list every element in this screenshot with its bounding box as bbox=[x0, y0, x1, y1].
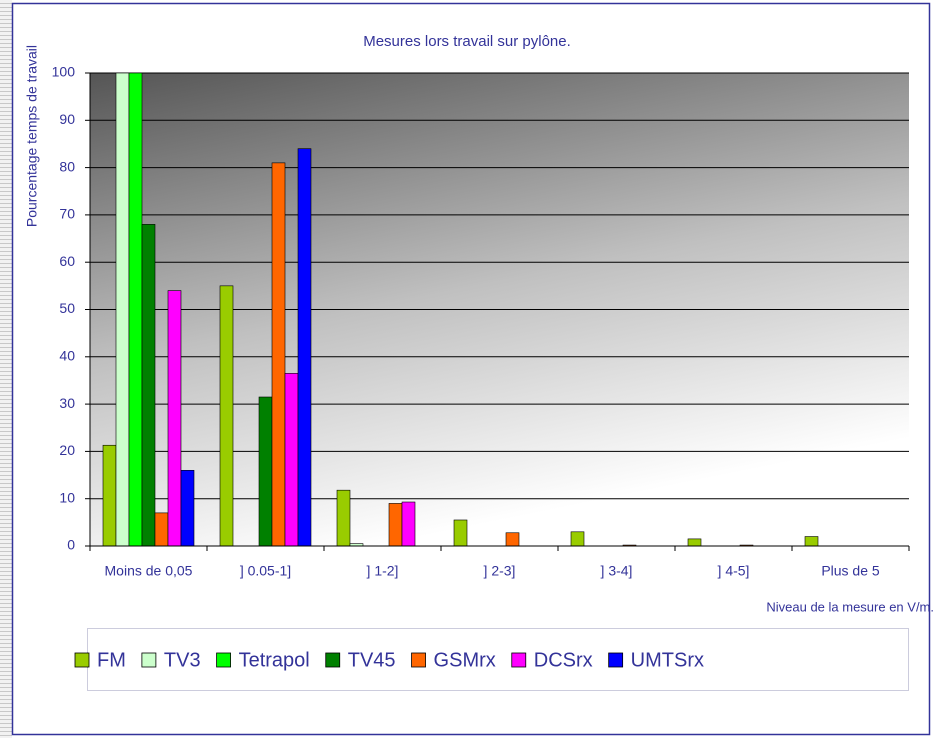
legend-label: TV45 bbox=[348, 649, 396, 671]
legend-swatch bbox=[141, 652, 157, 668]
chart-title: Mesures lors travail sur pylône. bbox=[363, 33, 571, 50]
bar bbox=[115, 72, 130, 547]
bar bbox=[167, 290, 182, 547]
y-axis-label: Pourcentage temps de travail bbox=[24, 45, 40, 227]
bar bbox=[570, 531, 585, 547]
bar bbox=[128, 72, 143, 547]
legend-swatch bbox=[608, 652, 624, 668]
legend-swatch bbox=[325, 652, 341, 668]
edge-strip bbox=[0, 0, 12, 738]
y-tick-label: 10 bbox=[59, 489, 75, 505]
x-tick-label: Moins de 0,05 bbox=[105, 563, 193, 579]
y-tick-label: 20 bbox=[59, 442, 75, 458]
bar bbox=[401, 501, 416, 547]
y-tick-label: 60 bbox=[59, 253, 75, 269]
legend-label: DCSrx bbox=[534, 649, 593, 671]
x-tick-label: ] 0.05-1] bbox=[240, 563, 291, 579]
x-tick-label: Plus de 5 bbox=[821, 563, 880, 579]
legend-box bbox=[87, 628, 909, 691]
bar bbox=[687, 538, 702, 547]
legend-label: TV3 bbox=[164, 649, 201, 671]
bar bbox=[804, 536, 819, 547]
y-tick-label: 30 bbox=[59, 395, 75, 411]
bar bbox=[505, 532, 520, 547]
legend-swatch bbox=[216, 652, 231, 668]
legend-swatch bbox=[511, 652, 527, 668]
bar bbox=[297, 148, 312, 547]
legend-swatch bbox=[74, 652, 90, 668]
y-tick-label: 100 bbox=[52, 64, 76, 80]
x-axis-label: Niveau de la mesure en V/m. bbox=[766, 599, 934, 614]
bar bbox=[453, 519, 468, 547]
legend-label: Tetrapol bbox=[239, 649, 310, 671]
x-tick-label: ] 2-3] bbox=[484, 563, 516, 579]
x-tick-label: ] 3-4] bbox=[601, 563, 633, 579]
bar bbox=[388, 503, 403, 547]
legend-label: FM bbox=[97, 649, 126, 671]
legend-swatch bbox=[411, 652, 426, 668]
y-tick-label: 0 bbox=[67, 537, 75, 553]
legend-label: UMTSrx bbox=[631, 649, 704, 671]
bar bbox=[180, 470, 195, 547]
bar bbox=[284, 373, 299, 547]
y-tick-label: 90 bbox=[59, 111, 75, 127]
y-tick-label: 50 bbox=[59, 300, 75, 316]
y-tick-label: 70 bbox=[59, 206, 75, 222]
legend-label: GSMrx bbox=[434, 649, 496, 671]
bar bbox=[271, 162, 286, 547]
x-tick-label: ] 4-5] bbox=[718, 563, 750, 579]
bar bbox=[102, 444, 117, 547]
y-tick-label: 40 bbox=[59, 348, 75, 364]
y-tick-label: 80 bbox=[59, 158, 75, 174]
bar bbox=[258, 396, 273, 547]
bar bbox=[141, 224, 156, 547]
bar bbox=[219, 285, 234, 547]
bar bbox=[154, 512, 169, 547]
bar bbox=[336, 489, 351, 547]
x-tick-label: ] 1-2] bbox=[367, 563, 399, 579]
